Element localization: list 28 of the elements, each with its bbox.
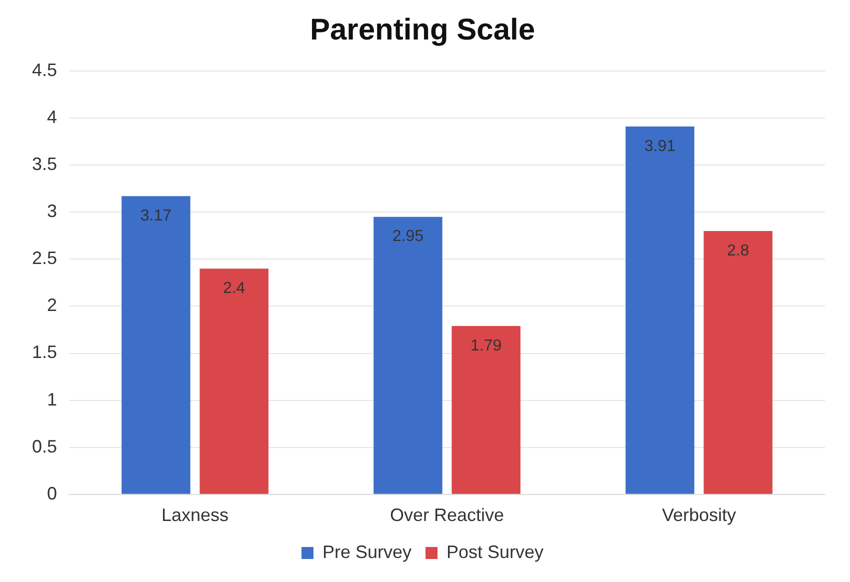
- x-tick-label: Laxness: [161, 505, 229, 526]
- y-tick-label: 1.5: [32, 342, 58, 362]
- bar: [704, 230, 772, 494]
- data-label: 3.17: [140, 208, 172, 225]
- y-tick-label: 3.5: [32, 154, 58, 174]
- legend-label: Pre Survey: [322, 542, 412, 562]
- data-label: 2.95: [392, 228, 424, 246]
- bar: [452, 326, 520, 494]
- chart-title: Parenting Scale: [310, 13, 536, 46]
- data-label: 3.91: [644, 138, 676, 155]
- y-tick-label: 3: [47, 201, 58, 222]
- y-tick-label: 4.5: [32, 60, 58, 80]
- x-tick-label: Over Reactive: [390, 505, 504, 526]
- y-tick-label: 4: [47, 107, 58, 128]
- y-tick-label: 2.5: [32, 248, 58, 268]
- bar: [374, 216, 442, 494]
- legend-label: Post Survey: [446, 542, 544, 562]
- data-label: 2.4: [222, 280, 246, 297]
- y-tick-label: 0.5: [32, 436, 58, 456]
- y-tick-label: 2: [47, 295, 58, 316]
- x-tick-label: Verbosity: [662, 505, 736, 526]
- bar: [200, 268, 268, 494]
- y-tick-label: 0: [47, 483, 58, 504]
- y-tick-label: 1: [47, 389, 58, 410]
- bar: [626, 126, 694, 494]
- bar: [122, 196, 190, 494]
- data-label: 1.79: [470, 337, 502, 354]
- data-label: 2.8: [726, 242, 750, 260]
